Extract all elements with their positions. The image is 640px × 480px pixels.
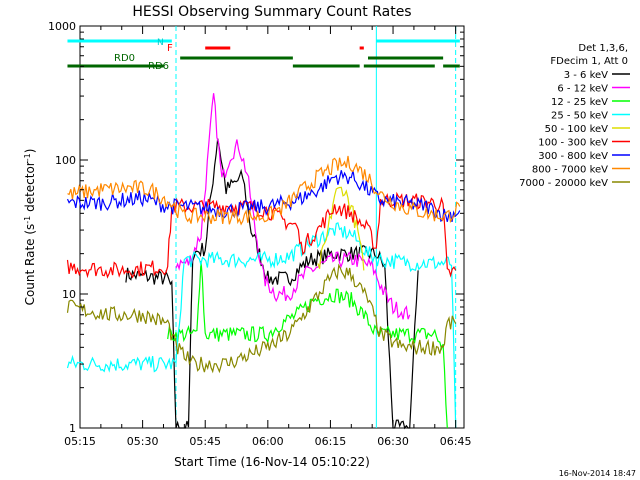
flag-label-n: N <box>157 38 164 48</box>
flag-label-f: F <box>167 43 173 54</box>
flag-label-rd6: RD6 <box>148 61 169 72</box>
series-line-7 <box>67 155 461 226</box>
series-line-1 <box>175 93 411 320</box>
series-layer <box>66 93 461 430</box>
y-axis-label-sup2: -1 <box>23 153 32 161</box>
y-axis-label-mid: detector <box>23 161 37 216</box>
x-tick-label-1: 05:30 <box>127 435 159 448</box>
plot-frame <box>79 25 465 429</box>
y-tick-label-3: 1000 <box>48 20 76 33</box>
x-axis-label: Start Time (16-Nov-14 05:10:22) <box>174 455 370 469</box>
legend-header-2: FDecim 1, Att 0 <box>550 56 628 67</box>
legend-label-1: 6 - 12 keV <box>557 84 608 95</box>
footer-timestamp: 16-Nov-2014 18:47 <box>559 469 636 478</box>
y-axis-label-end: ) <box>23 149 37 154</box>
legend-header-1: Det 1,3,6, <box>578 43 628 54</box>
legend-label-3: 25 - 50 keV <box>551 111 608 122</box>
y-axis-label-main: Count Rate (s <box>23 224 37 306</box>
y-tick-label-0: 1 <box>69 422 76 435</box>
legend-label-4: 50 - 100 keV <box>545 124 609 135</box>
series-line-4 <box>317 186 365 271</box>
x-tick-label-5: 06:30 <box>377 435 409 448</box>
legend-label-0: 3 - 6 keV <box>564 70 608 81</box>
x-tick-label-6: 06:45 <box>440 435 472 448</box>
legend-entries: 3 - 6 keV 6 - 12 keV 12 - 25 keV 25 - 50 ke… <box>519 70 630 189</box>
legend: Det 1,3,6, FDecim 1, Att 0 3 - 6 keV 6 - … <box>519 43 630 189</box>
plot-area: 1 10 100 1000 05:15 05:30 05:45 06:00 06:15 06:3… <box>48 20 472 448</box>
y-tick-label-1: 10 <box>62 288 76 301</box>
y-tick-label-2: 100 <box>55 154 76 167</box>
legend-label-2: 12 - 25 keV <box>551 97 608 108</box>
x-tick-label-0: 05:15 <box>64 435 96 448</box>
y-axis-label-sup1: -1 <box>23 216 32 224</box>
legend-label-6: 300 - 800 keV <box>538 151 608 162</box>
chart-title: HESSI Observing Summary Count Rates <box>132 4 411 20</box>
x-tick-label-3: 06:00 <box>252 435 284 448</box>
series-line-6 <box>66 170 461 223</box>
legend-label-7: 800 - 7000 keV <box>532 165 608 176</box>
legend-label-5: 100 - 300 keV <box>538 138 608 149</box>
series-line-3 <box>66 222 457 429</box>
y-axis-label: Count Rate (s-1 detector-1) <box>23 149 38 306</box>
x-tick-label-2: 05:45 <box>189 435 221 448</box>
legend-label-8: 7000 - 20000 keV <box>519 178 608 189</box>
y-axis-ticks: 1 10 100 1000 <box>48 20 464 435</box>
flag-label-rd0: RD0 <box>114 53 135 64</box>
x-axis-ticks: 05:15 05:30 05:45 06:00 06:15 06:30 06:45 <box>64 26 472 448</box>
x-tick-label-4: 06:15 <box>315 435 347 448</box>
marker-lines <box>175 26 457 428</box>
series-line-8 <box>66 263 457 374</box>
